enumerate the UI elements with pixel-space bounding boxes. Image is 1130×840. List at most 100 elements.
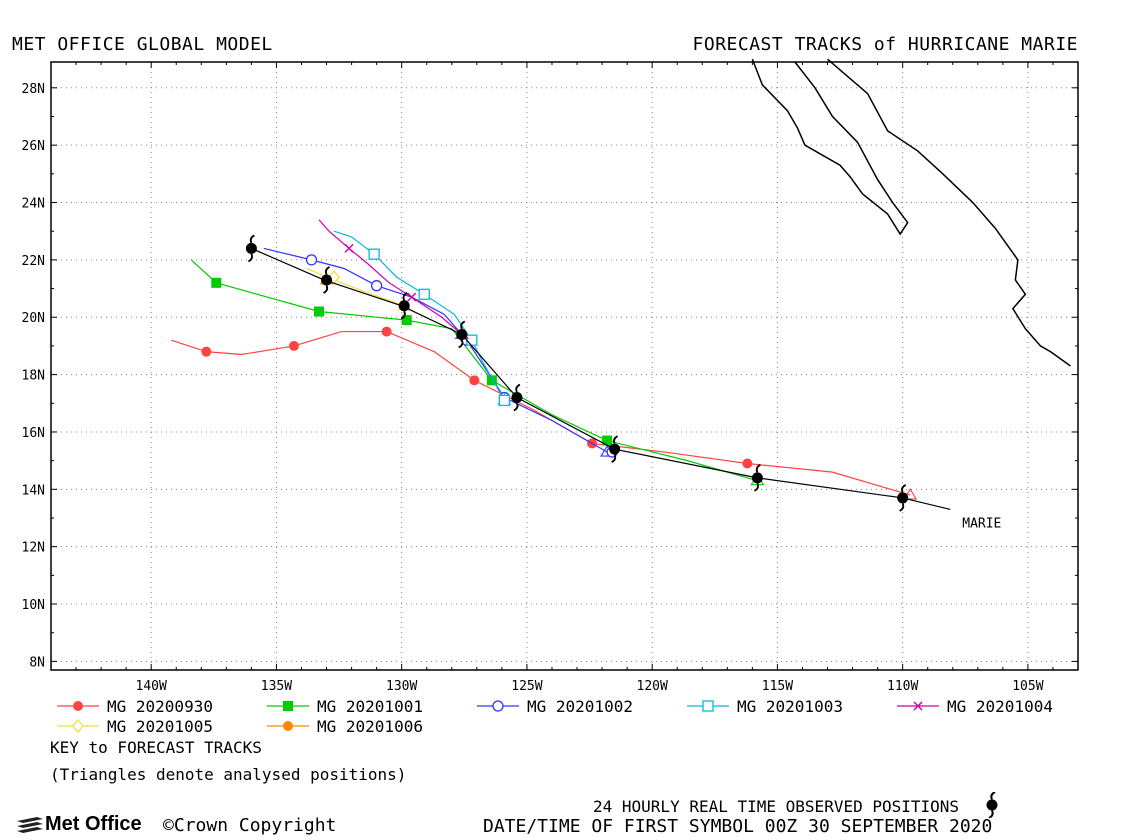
y-tick-label: 22N (22, 254, 45, 269)
hurricane-arm (460, 320, 466, 330)
track-point (344, 243, 354, 253)
hurricane-arm (400, 310, 406, 320)
hurricane-symbol (609, 435, 621, 463)
y-tick-label: 12N (22, 541, 45, 556)
legend-item: MG 20200930 (55, 696, 213, 716)
hurricane-arm (513, 402, 519, 412)
y-tick-label: 16N (22, 426, 45, 441)
observed-track (245, 234, 951, 512)
track-point (486, 375, 497, 386)
observed-positions-text: 24 HOURLY REAL TIME OBSERVED POSITIONS (593, 797, 960, 816)
track-line (263, 247, 608, 453)
legend-marker (283, 701, 293, 711)
forecast-track-mg-20201004 (318, 219, 469, 340)
legend-swatch (477, 700, 519, 712)
x-tick-label: 125W (511, 679, 542, 694)
track-point (407, 292, 417, 302)
legend-marker (72, 719, 84, 733)
y-tick-label: 20N (22, 311, 45, 326)
legend-marker (492, 700, 504, 712)
legend-label: MG 20200930 (107, 696, 213, 716)
y-tick-label: 10N (22, 598, 45, 613)
track-line (318, 219, 463, 335)
y-tick-label: 18N (22, 369, 45, 384)
forecast-track-mg-20201002 (263, 247, 618, 458)
track-point (498, 394, 511, 407)
track-point (370, 280, 383, 292)
hurricane-arm (324, 266, 330, 275)
track-point (469, 375, 480, 386)
header-right: FORECAST TRACKS of HURRICANE MARIE (692, 34, 1078, 55)
legend-label: MG 20201002 (527, 696, 633, 716)
hurricane-arm (753, 482, 759, 492)
observed-track-line (251, 247, 951, 510)
coastline-segment (827, 58, 1071, 367)
legend-item: MG 20201004 (895, 696, 1053, 716)
hurricane-symbol (897, 484, 909, 512)
track-line (306, 267, 405, 307)
hurricane-core (511, 392, 523, 404)
legend-item: MG 20201001 (265, 696, 423, 716)
track-line (190, 259, 758, 482)
hurricane-core (321, 274, 333, 286)
legend: MG 20200930 MG 20201001 MG 20201002 MG 2020… (55, 697, 1115, 737)
legend-marker (73, 701, 83, 711)
hurricane-core (897, 492, 909, 504)
track-point (305, 254, 318, 266)
track-point (368, 248, 380, 260)
hurricane-core (609, 443, 621, 455)
storm-label: MARIE (962, 516, 1001, 531)
coastline-segment (751, 58, 909, 236)
x-tick-label: 110W (887, 679, 918, 694)
track-point (314, 306, 325, 317)
forecast-track-mg-20200930 (171, 326, 918, 500)
map-plot: 140W 135W 130W 125W 120W 115W 110W 105W 28N 26N 24… (22, 58, 1079, 694)
copyright-text: Crown Copyright (173, 815, 337, 836)
hurricane-arm (402, 291, 408, 301)
track-point (742, 458, 753, 469)
legend-swatch (267, 701, 309, 711)
key-title: KEY to FORECAST TRACKS (50, 738, 262, 757)
x-tick-label: 105W (1012, 679, 1043, 694)
track-point (201, 346, 212, 357)
legend-marker (702, 700, 714, 712)
hurricane-arm (899, 503, 905, 512)
hurricane-arm (247, 253, 253, 263)
hurricane-core (398, 300, 410, 312)
track-point (381, 326, 392, 337)
hurricane-arm (611, 454, 617, 463)
hurricane-arm (458, 339, 464, 349)
copyright-icon: © (163, 815, 174, 836)
hurricane-symbol (398, 291, 410, 320)
hurricane-symbol (751, 464, 763, 492)
hurricane-symbol (456, 320, 468, 349)
copyright: ©Crown Copyright (163, 815, 336, 836)
track-line (171, 330, 911, 496)
y-tick-label: 8N (29, 655, 45, 670)
track-point (211, 277, 222, 288)
x-tick-label: 130W (386, 679, 417, 694)
legend-swatch (57, 719, 99, 733)
hurricane-symbol (321, 266, 333, 294)
hurricane-arm (755, 464, 761, 473)
legend-label: MG 20201003 (737, 696, 843, 716)
hurricane-core (245, 242, 257, 254)
legend-label: MG 20201004 (947, 696, 1053, 716)
key-note: (Triangles denote analysed positions) (50, 765, 407, 784)
track-point (401, 315, 412, 326)
hurricane-arm (323, 285, 329, 294)
logo-text: Met Office (45, 813, 142, 835)
hurricane-arm (901, 484, 907, 493)
legend-swatch (687, 700, 729, 712)
datetime-first-symbol: DATE/TIME OF FIRST SYMBOL 00Z 30 SEPTEMB… (483, 816, 993, 837)
legend-label: MG 20201005 (107, 716, 213, 736)
hurricane-core (456, 328, 468, 340)
track-point (418, 288, 430, 300)
forecast-track-mg-20201001 (190, 259, 765, 486)
legend-label: MG 20201001 (317, 696, 423, 716)
coastline (751, 58, 1071, 367)
y-tick-label: 28N (22, 82, 45, 97)
legend-swatch (57, 701, 99, 711)
hurricane-symbol (245, 234, 257, 263)
x-tick-label: 120W (637, 679, 668, 694)
